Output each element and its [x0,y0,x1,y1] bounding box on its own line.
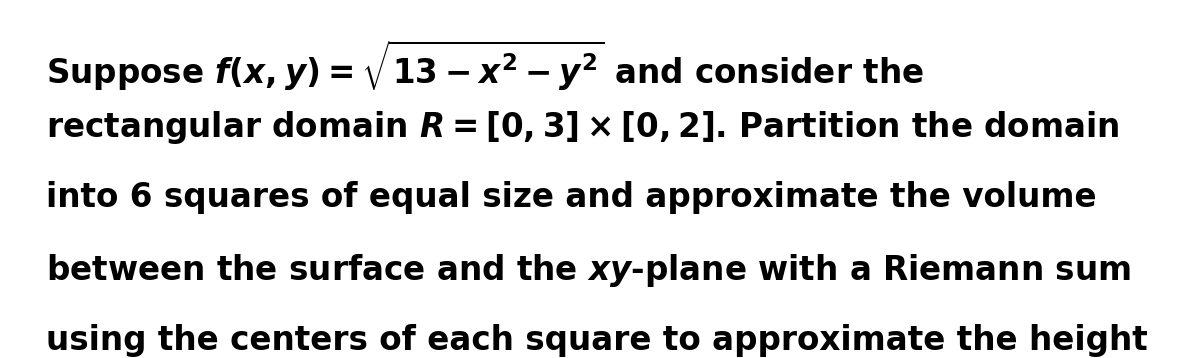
Text: using the centers of each square to approximate the height: using the centers of each square to appr… [46,324,1147,357]
Text: rectangular domain $R = [0, 3] \times [0, 2]$. Partition the domain: rectangular domain $R = [0, 3] \times [0… [46,109,1118,146]
Text: Suppose $f(x, y) = \sqrt{13 - x^2 - y^2}$ and consider the: Suppose $f(x, y) = \sqrt{13 - x^2 - y^2}… [46,38,924,93]
Text: between the surface and the $xy$-plane with a Riemann sum: between the surface and the $xy$-plane w… [46,252,1130,289]
Text: into 6 squares of equal size and approximate the volume: into 6 squares of equal size and approxi… [46,181,1097,214]
